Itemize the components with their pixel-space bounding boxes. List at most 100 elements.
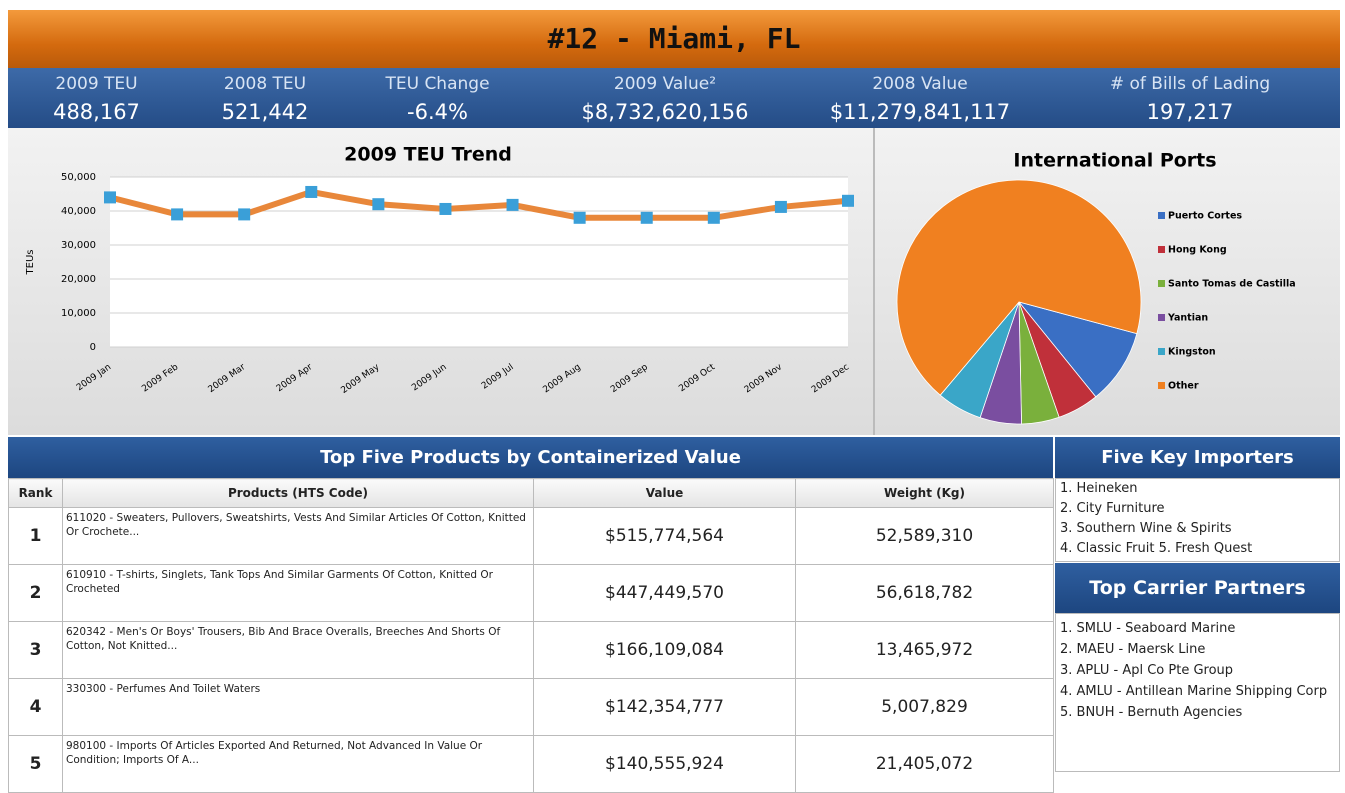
stat: 2008 Value $11,279,841,117 bbox=[800, 68, 1040, 128]
table-cell: 21,405,072 bbox=[795, 735, 1054, 793]
marker bbox=[573, 211, 586, 224]
table-cell: 5,007,829 bbox=[795, 678, 1054, 736]
header-row: Rank Products (HTS Code) Value Weight (Kg) bbox=[8, 478, 1054, 508]
list-item: 2. MAEU - Maersk Line bbox=[1060, 642, 1206, 657]
table-cell: 4 bbox=[8, 678, 63, 736]
list-item: 5. BNUH - Bernuth Agencies bbox=[1060, 705, 1243, 720]
x-tick-label: 2009 Feb bbox=[140, 362, 180, 394]
table-cell: 611020 - Sweaters, Pullovers, Sweatshirt… bbox=[62, 507, 534, 565]
table-cell: 5 bbox=[8, 735, 63, 793]
marker bbox=[238, 208, 251, 221]
legend-swatch bbox=[1158, 212, 1165, 219]
x-tick-label: 2009 Dec bbox=[810, 362, 851, 395]
y-tick-label: 0 bbox=[90, 342, 96, 353]
y-tick-label: 40,000 bbox=[61, 206, 96, 217]
stat: # of Bills of Lading 197,217 bbox=[1040, 68, 1340, 128]
x-tick-label: 2009 Jul bbox=[480, 362, 516, 391]
table-row: 3 620342 - Men's Or Boys' Trousers, Bib A… bbox=[8, 621, 1054, 679]
table-row: 2 610910 - T-shirts, Singlets, Tank Tops … bbox=[8, 564, 1054, 622]
chart-title: 2009 TEU Trend bbox=[344, 144, 512, 166]
line-series bbox=[109, 188, 849, 221]
stat-label: 2008 Value bbox=[872, 74, 968, 94]
charts-area: 2009 TEU Trend TEUs 0 10,000 20,000 30,000 40,… bbox=[8, 128, 1340, 435]
header-title: #12 - Miami, FL bbox=[8, 10, 1340, 68]
x-tick-label: 2009 Sep bbox=[609, 362, 650, 395]
legend-label: Yantian bbox=[1167, 313, 1208, 324]
legend-swatch bbox=[1158, 382, 1165, 389]
pie-slice bbox=[896, 179, 1142, 396]
stat-label: 2008 TEU bbox=[223, 74, 307, 94]
list-item: 2. City Furniture bbox=[1060, 501, 1165, 516]
stat-value: -6.4% bbox=[407, 100, 468, 124]
marker bbox=[439, 202, 452, 215]
stat-value: $8,732,620,156 bbox=[581, 100, 749, 124]
column-header: Weight (Kg) bbox=[795, 478, 1054, 508]
x-tick-label: 2009 Jun bbox=[410, 362, 448, 393]
y-tick-label: 10,000 bbox=[61, 308, 96, 319]
x-tick-label: 2009 Mar bbox=[207, 362, 248, 395]
stat: 2009 Value² $8,732,620,156 bbox=[530, 68, 800, 128]
table-cell: $142,354,777 bbox=[533, 678, 796, 736]
marker bbox=[774, 200, 787, 213]
stats-bar: 2009 TEU 488,167 2008 TEU 521,442 TEU Change… bbox=[8, 68, 1340, 128]
carriers-title: Top Carrier Partners bbox=[1055, 563, 1340, 613]
legend-label: Hong Kong bbox=[1168, 245, 1227, 256]
legend-swatch bbox=[1158, 314, 1165, 321]
legend-swatch bbox=[1158, 348, 1165, 355]
table-cell: 1 bbox=[8, 507, 63, 565]
list-item: 1. SMLU - Seaboard Marine bbox=[1060, 621, 1236, 636]
pie-chart: International Ports Puerto Cortes Hong Kon… bbox=[873, 128, 1296, 435]
plot-area bbox=[110, 177, 848, 347]
table-cell: $515,774,564 bbox=[533, 507, 796, 565]
legend-label: Kingston bbox=[1168, 347, 1216, 358]
table-cell: 980100 - Imports Of Articles Exported An… bbox=[62, 735, 534, 793]
marker bbox=[640, 211, 653, 224]
page: #12 - Miami, FL 2009 TEU 488,167 2008 TEU 5… bbox=[8, 10, 1340, 793]
marker bbox=[506, 198, 519, 211]
table-row: 4 330300 - Perfumes And Toilet Waters $142… bbox=[8, 678, 1054, 736]
table: Rank Products (HTS Code) Value Weight (Kg) 1… bbox=[8, 478, 1054, 793]
table-cell: 620342 - Men's Or Boys' Trousers, Bib An… bbox=[62, 621, 534, 679]
stat-value: 488,167 bbox=[53, 100, 140, 124]
importers-title: Five Key Importers bbox=[1055, 437, 1340, 478]
table-cell: $447,449,570 bbox=[533, 564, 796, 622]
stat-value: $11,279,841,117 bbox=[829, 100, 1011, 124]
stat-value: 521,442 bbox=[221, 100, 309, 124]
table-cell: 3 bbox=[8, 621, 63, 679]
table-cell: 610910 - T-shirts, Singlets, Tank Tops A… bbox=[62, 564, 534, 622]
table-cell: 52,589,310 bbox=[795, 507, 1054, 565]
stat: 2009 TEU 488,167 bbox=[8, 68, 185, 128]
legend-swatch bbox=[1158, 280, 1165, 287]
x-tick-label: 2009 Apr bbox=[275, 362, 315, 394]
table-row: 5 980100 - Imports Of Articles Exported A… bbox=[8, 735, 1054, 793]
chart-title: International Ports bbox=[1013, 150, 1216, 172]
y-tick-label: 50,000 bbox=[61, 172, 96, 183]
table-cell: 13,465,972 bbox=[795, 621, 1054, 679]
stat-label: 2009 Value² bbox=[613, 74, 717, 94]
x-tick-label: 2009 Nov bbox=[743, 362, 785, 395]
products-title: Top Five Products by Containerized Value bbox=[8, 437, 1053, 478]
table-cell: 56,618,782 bbox=[795, 564, 1054, 622]
y-tick-label: 20,000 bbox=[61, 274, 96, 285]
x-tick-label: 2009 Aug bbox=[542, 362, 583, 395]
marker bbox=[305, 185, 318, 198]
x-tick-label: 2009 May bbox=[339, 362, 382, 396]
marker bbox=[707, 211, 720, 224]
legend-label: Other bbox=[1168, 381, 1199, 392]
importers-list: 1. Heineken 2. City Furniture 3. Southern … bbox=[1055, 478, 1340, 562]
marker bbox=[372, 198, 385, 211]
column-header: Value bbox=[533, 478, 796, 508]
products-table: Rank Products (HTS Code) Value Weight (Kg) 1… bbox=[8, 478, 1054, 793]
table-cell: 2 bbox=[8, 564, 63, 622]
y-tick-label: 30,000 bbox=[61, 240, 96, 251]
table-cell: $166,109,084 bbox=[533, 621, 796, 679]
list-item: 3. APLU - Apl Co Pte Group bbox=[1060, 663, 1234, 678]
marker bbox=[171, 208, 184, 221]
legend-swatch bbox=[1158, 246, 1165, 253]
table-cell: 330300 - Perfumes And Toilet Waters bbox=[62, 678, 534, 736]
line-chart: 2009 TEU Trend TEUs 0 10,000 20,000 30,000 40,… bbox=[25, 144, 854, 396]
x-tick-label: 2009 Oct bbox=[677, 362, 717, 394]
y-axis-label: TEUs bbox=[25, 250, 36, 276]
stat-label: # of Bills of Lading bbox=[1109, 74, 1271, 94]
list-item: 3. Southern Wine & Spirits bbox=[1060, 521, 1232, 536]
